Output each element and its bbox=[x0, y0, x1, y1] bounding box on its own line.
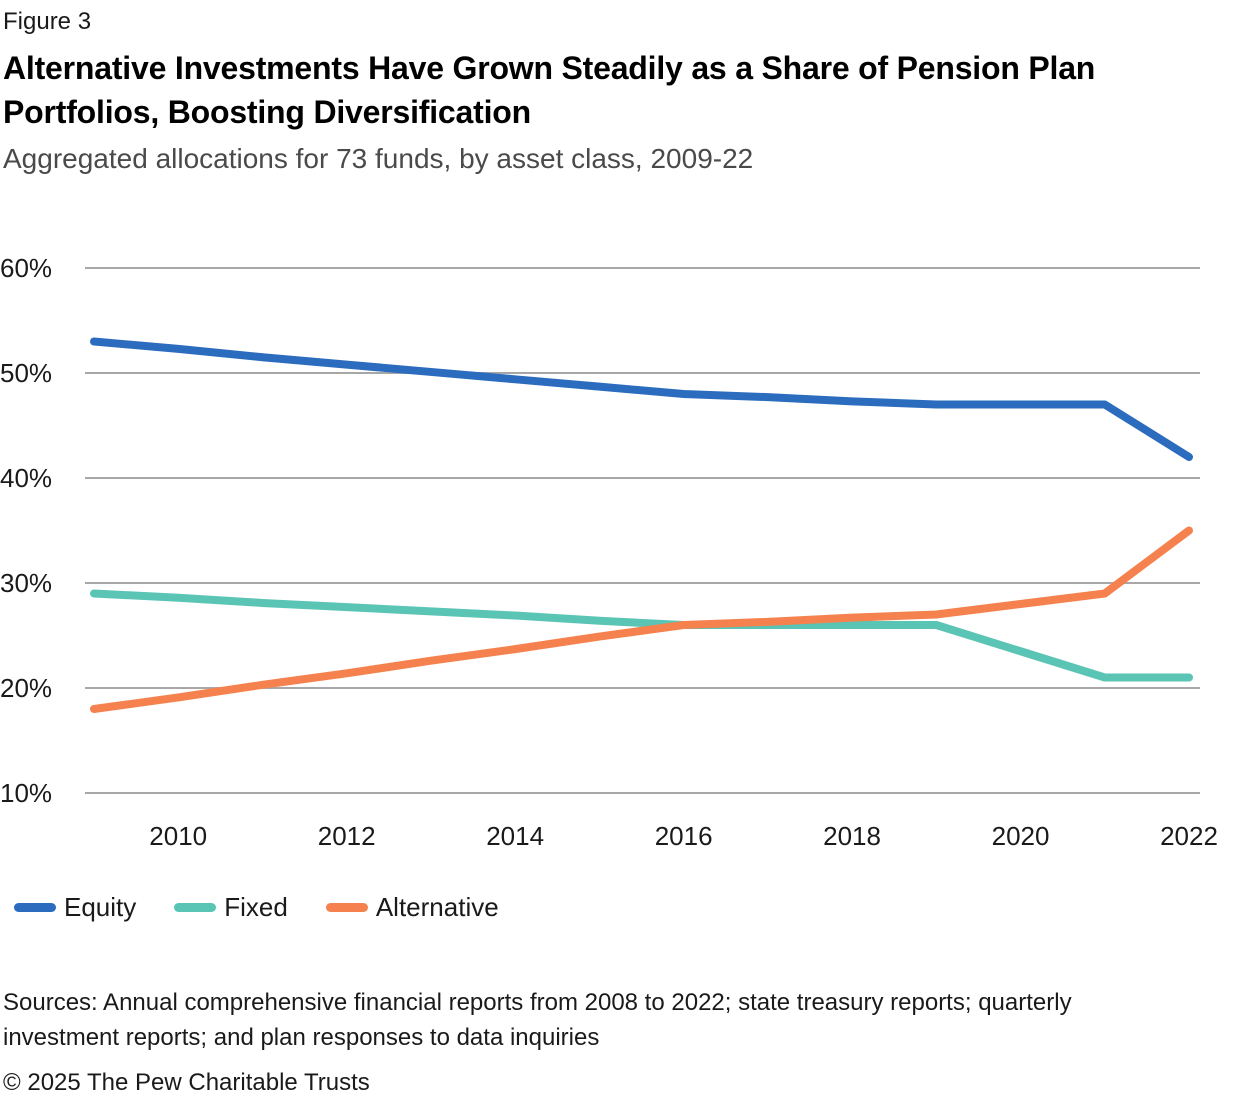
copyright-note: © 2025 The Pew Charitable Trusts bbox=[3, 1069, 370, 1096]
x-tick-label: 2022 bbox=[1160, 821, 1218, 851]
figure-label: Figure 3 bbox=[3, 8, 92, 35]
x-tick-label: 2016 bbox=[655, 821, 713, 851]
x-tick-label: 2012 bbox=[318, 821, 376, 851]
x-tick-label: 2010 bbox=[149, 821, 207, 851]
chart-header: Figure 3 Alternative Investments Have Gr… bbox=[0, 0, 1240, 175]
chart-svg: 60% 50% 40% 30% 20% 10% 2010 2012 2014 2016 2018 20… bbox=[0, 253, 1218, 851]
x-tick-label: 2018 bbox=[823, 821, 881, 851]
fixed-line-swatch-icon bbox=[174, 903, 217, 912]
sources-note: Sources: Annual comprehensive financial … bbox=[3, 989, 1072, 1051]
chart-area: 60% 50% 40% 30% 20% 10% 2010 2012 2014 2016 2018 20… bbox=[0, 228, 1240, 878]
legend-item-fixed: Fixed bbox=[174, 892, 288, 923]
series-line-equity bbox=[90, 337, 1193, 461]
y-tick-label: 50% bbox=[0, 358, 52, 388]
series-line-alternative bbox=[90, 526, 1193, 713]
x-tick-label: 2020 bbox=[992, 821, 1050, 851]
legend-item-alternative: Alternative bbox=[325, 892, 499, 923]
alternative-line-swatch-icon bbox=[325, 903, 368, 912]
legend-label-fixed: Fixed bbox=[224, 892, 288, 922]
chart-legend: Equity Fixed Alternative bbox=[0, 892, 1240, 923]
y-tick-label: 10% bbox=[0, 778, 52, 808]
chart-subtitle: Aggregated allocations for 73 funds, by … bbox=[3, 143, 754, 174]
y-tick-label: 30% bbox=[0, 568, 52, 598]
y-tick-label: 60% bbox=[0, 253, 52, 283]
chart-title: Alternative Investments Have Grown Stead… bbox=[3, 50, 1096, 130]
y-tick-label: 40% bbox=[0, 463, 52, 493]
y-tick-label: 20% bbox=[0, 673, 52, 703]
legend-item-equity: Equity bbox=[14, 892, 136, 923]
x-tick-label: 2014 bbox=[486, 821, 544, 851]
legend-label-alternative: Alternative bbox=[375, 892, 499, 922]
equity-line-swatch-icon bbox=[14, 903, 56, 912]
legend-label-equity: Equity bbox=[64, 892, 137, 922]
series-line-fixed bbox=[90, 589, 1193, 682]
